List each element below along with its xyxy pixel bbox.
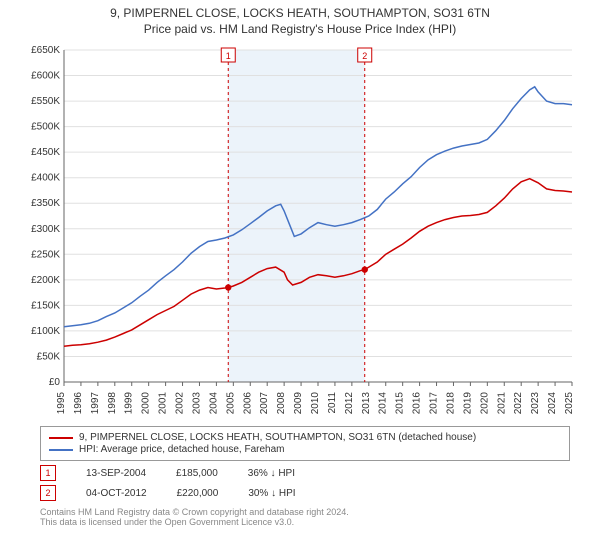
sale-badge: 1 bbox=[40, 465, 56, 481]
sale-date: 04-OCT-2012 bbox=[86, 488, 147, 499]
svg-text:£350K: £350K bbox=[31, 198, 60, 209]
svg-text:2: 2 bbox=[362, 51, 367, 61]
svg-text:2005: 2005 bbox=[225, 392, 236, 415]
svg-text:1998: 1998 bbox=[107, 392, 118, 415]
svg-text:2013: 2013 bbox=[361, 392, 372, 415]
svg-text:2022: 2022 bbox=[513, 392, 524, 415]
svg-text:1996: 1996 bbox=[73, 392, 84, 415]
svg-text:£250K: £250K bbox=[31, 249, 60, 260]
legend: 9, PIMPERNEL CLOSE, LOCKS HEATH, SOUTHAM… bbox=[40, 426, 570, 461]
sale-pct: 36% ↓ HPI bbox=[248, 468, 295, 479]
footer-licence: This data is licensed under the Open Gov… bbox=[40, 517, 570, 527]
sale-row: 1 13-SEP-2004 £185,000 36% ↓ HPI bbox=[40, 465, 570, 481]
svg-text:1999: 1999 bbox=[124, 392, 135, 415]
svg-text:£550K: £550K bbox=[31, 96, 60, 107]
svg-text:2017: 2017 bbox=[429, 392, 440, 415]
sale-row: 2 04-OCT-2012 £220,000 30% ↓ HPI bbox=[40, 485, 570, 501]
svg-text:2015: 2015 bbox=[395, 392, 406, 415]
legend-label: HPI: Average price, detached house, Fare… bbox=[79, 444, 285, 455]
svg-text:2003: 2003 bbox=[191, 392, 202, 415]
sale-price: £220,000 bbox=[177, 488, 219, 499]
sale-pct: 30% ↓ HPI bbox=[248, 488, 295, 499]
svg-text:2023: 2023 bbox=[530, 392, 541, 415]
svg-text:2004: 2004 bbox=[208, 392, 219, 415]
svg-text:1997: 1997 bbox=[90, 392, 101, 415]
title-address: 9, PIMPERNEL CLOSE, LOCKS HEATH, SOUTHAM… bbox=[0, 6, 600, 20]
svg-text:2008: 2008 bbox=[276, 392, 287, 415]
svg-text:£650K: £650K bbox=[31, 45, 60, 56]
svg-text:£600K: £600K bbox=[31, 71, 60, 82]
legend-row: HPI: Average price, detached house, Fare… bbox=[49, 444, 561, 455]
svg-text:£500K: £500K bbox=[31, 122, 60, 133]
footer: Contains HM Land Registry data © Crown c… bbox=[40, 507, 570, 527]
svg-text:2018: 2018 bbox=[445, 392, 456, 415]
svg-text:£150K: £150K bbox=[31, 300, 60, 311]
svg-text:2012: 2012 bbox=[344, 392, 355, 415]
svg-text:2014: 2014 bbox=[378, 392, 389, 415]
svg-text:2002: 2002 bbox=[175, 392, 186, 415]
legend-label: 9, PIMPERNEL CLOSE, LOCKS HEATH, SOUTHAM… bbox=[79, 432, 476, 443]
sale-date: 13-SEP-2004 bbox=[86, 468, 146, 479]
svg-text:2020: 2020 bbox=[479, 392, 490, 415]
title-subtitle: Price paid vs. HM Land Registry's House … bbox=[0, 22, 600, 36]
svg-text:1: 1 bbox=[226, 51, 231, 61]
chart-svg: £0 £50K £100K £150K £200K £250K £300K £350K £400… bbox=[20, 42, 580, 422]
svg-text:2025: 2025 bbox=[564, 392, 575, 415]
svg-text:£300K: £300K bbox=[31, 224, 60, 235]
legend-row: 9, PIMPERNEL CLOSE, LOCKS HEATH, SOUTHAM… bbox=[49, 432, 561, 443]
chart: £0 £50K £100K £150K £200K £250K £300K £350K £400… bbox=[20, 42, 580, 422]
svg-text:2010: 2010 bbox=[310, 392, 321, 415]
svg-text:£100K: £100K bbox=[31, 326, 60, 337]
svg-text:2024: 2024 bbox=[547, 392, 558, 415]
sale-badge: 2 bbox=[40, 485, 56, 501]
svg-text:2001: 2001 bbox=[158, 392, 169, 415]
svg-text:£50K: £50K bbox=[37, 351, 61, 362]
svg-text:2006: 2006 bbox=[242, 392, 253, 415]
svg-text:2000: 2000 bbox=[141, 392, 152, 415]
legend-swatch-hpi bbox=[49, 449, 73, 451]
svg-text:2007: 2007 bbox=[259, 392, 270, 415]
legend-swatch-property bbox=[49, 437, 73, 439]
svg-text:£200K: £200K bbox=[31, 275, 60, 286]
svg-text:£400K: £400K bbox=[31, 173, 60, 184]
svg-text:£0: £0 bbox=[49, 377, 61, 388]
sale-price: £185,000 bbox=[176, 468, 218, 479]
chart-title: 9, PIMPERNEL CLOSE, LOCKS HEATH, SOUTHAM… bbox=[0, 0, 600, 36]
svg-text:2021: 2021 bbox=[496, 392, 507, 415]
svg-text:2011: 2011 bbox=[327, 392, 338, 414]
svg-text:2016: 2016 bbox=[412, 392, 423, 415]
footer-copyright: Contains HM Land Registry data © Crown c… bbox=[40, 507, 570, 517]
svg-text:£450K: £450K bbox=[31, 147, 60, 158]
svg-text:2019: 2019 bbox=[462, 392, 473, 415]
svg-text:2009: 2009 bbox=[293, 392, 304, 415]
svg-text:1995: 1995 bbox=[56, 392, 67, 415]
